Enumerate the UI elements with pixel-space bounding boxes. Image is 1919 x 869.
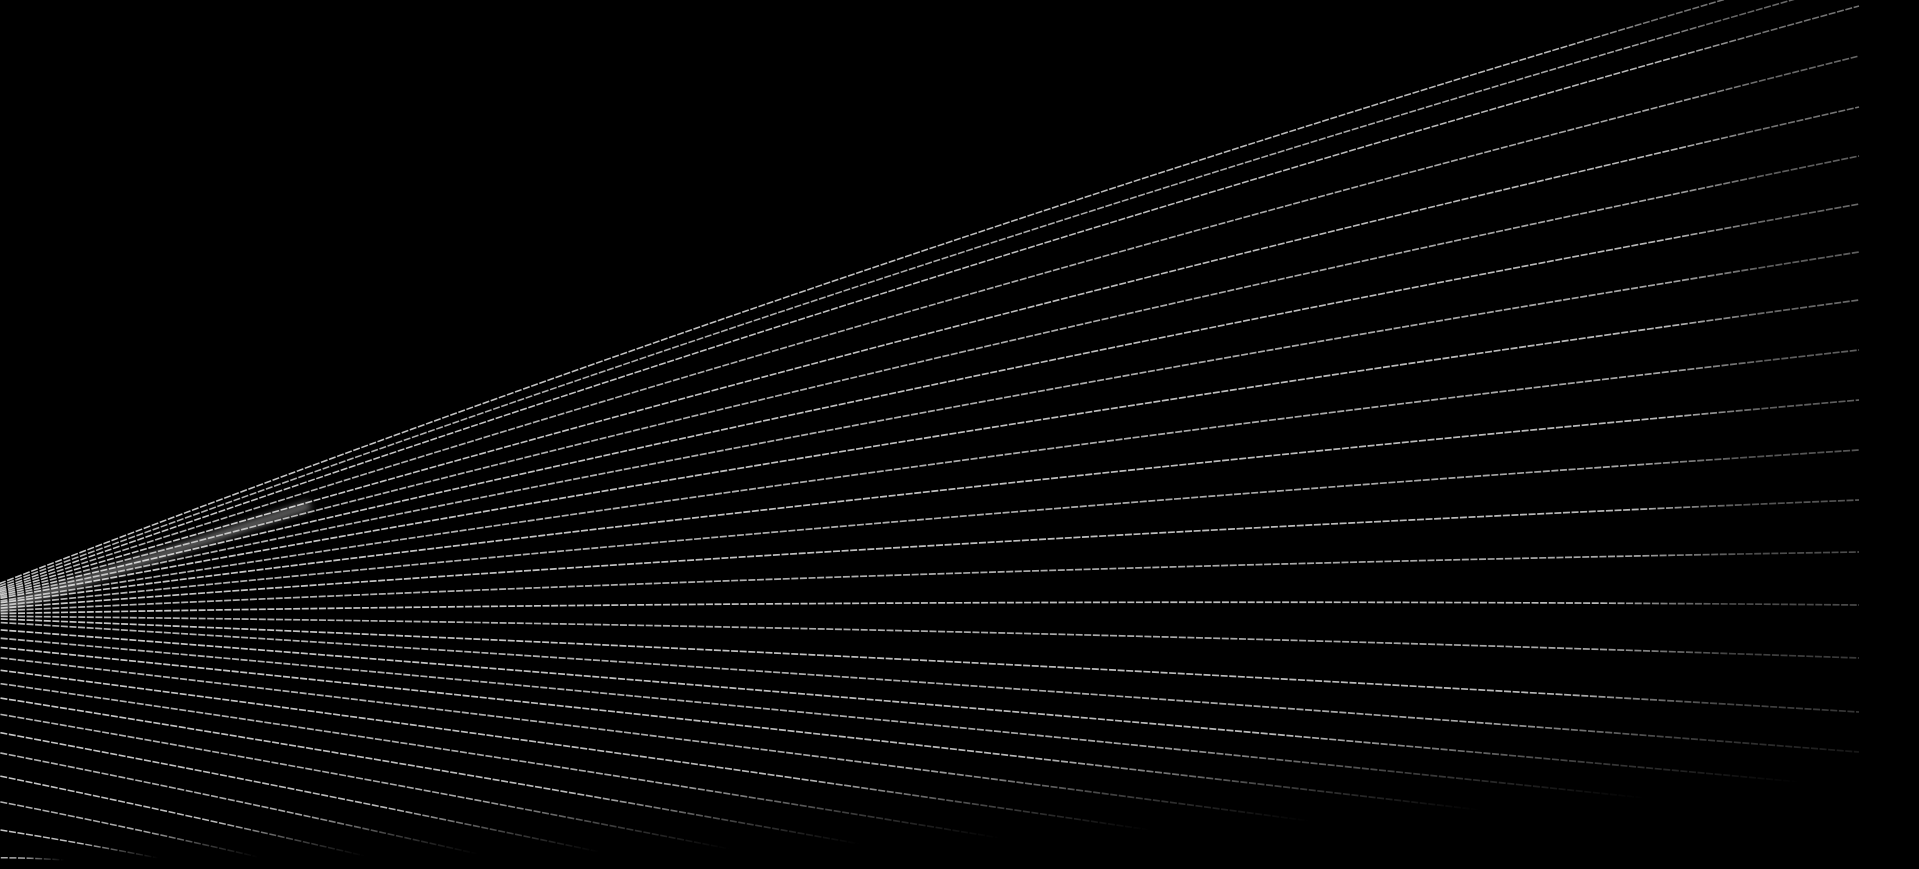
fan-line xyxy=(0,251,1860,598)
fan-line xyxy=(0,106,1860,593)
fan-line xyxy=(0,752,479,855)
fan-line xyxy=(0,775,366,857)
fan-line xyxy=(0,618,1860,713)
fan-line xyxy=(0,637,1646,799)
fan-line xyxy=(0,682,1001,839)
fan-line xyxy=(0,615,1860,659)
fan-line xyxy=(0,731,601,853)
fan-line xyxy=(0,449,1860,607)
fan-line xyxy=(0,829,159,859)
fan-line xyxy=(0,697,861,845)
fan-line xyxy=(0,629,1801,783)
fan-line xyxy=(0,0,1726,585)
fan-line xyxy=(0,0,1795,587)
fan-line xyxy=(0,399,1860,604)
fan-line xyxy=(0,801,259,858)
fan-lines-group xyxy=(0,0,1860,861)
fan-line xyxy=(0,601,1860,615)
fan-line xyxy=(0,621,1860,753)
fan-line xyxy=(0,349,1860,602)
fan-line xyxy=(0,5,1860,589)
fan-line xyxy=(0,656,1311,822)
fan-line xyxy=(0,669,1151,831)
fan-line xyxy=(0,857,65,861)
fan-line xyxy=(0,299,1860,600)
fan-line xyxy=(0,551,1860,612)
fan-line xyxy=(0,55,1860,591)
fan-line xyxy=(0,499,1860,609)
fan-line xyxy=(0,646,1481,811)
fan-line xyxy=(0,713,731,850)
waist-highlight xyxy=(0,500,312,614)
